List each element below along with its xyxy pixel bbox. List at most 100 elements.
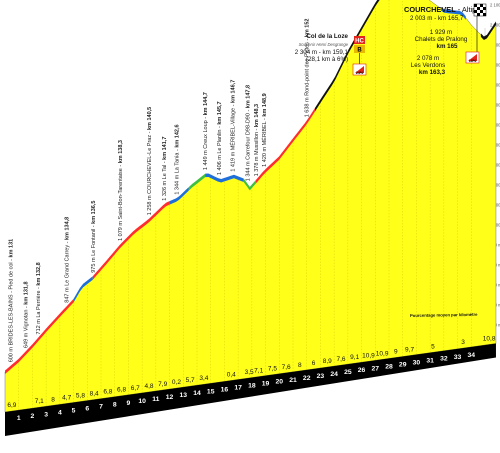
waypoint-place: 1 326 m Le Tal - <box>162 160 168 201</box>
gradient-value: 8 <box>51 396 55 403</box>
waypoint-place: 600 m BRIDES-LES-BAINS - Pied de col - <box>8 257 14 362</box>
verdons-label: 2 078 m Les Verdons km 163,3 <box>411 55 446 76</box>
finish-altitude: 2 003 m - km 165,7 <box>410 15 464 22</box>
gradient-value: 8,4 <box>90 391 99 398</box>
gradient-value: 5,7 <box>186 377 195 384</box>
flag-check <box>474 4 477 7</box>
waypoint-place: 1 449 m Creux Loup - <box>203 115 209 170</box>
gradient-value: 6,8 <box>103 389 112 396</box>
gradient-value: 5,8 <box>76 392 85 399</box>
profile-hatching <box>18 0 472 411</box>
waypoint-label: 1 449 m Creux Loup - km 144,7 <box>203 92 209 170</box>
waypoint-place: 1 420 m MÉRIBEL - <box>261 117 268 167</box>
km-label: 24 <box>330 371 338 378</box>
gradient-value: 0,2 <box>172 379 181 386</box>
finish-suffix: - Altiport <box>456 5 485 14</box>
gradient-value: 10,9 <box>376 350 389 357</box>
waypoint-place: 649 m Vignotan - <box>24 305 30 348</box>
km-label: 23 <box>317 373 325 380</box>
waypoint-label: 1 258 m COURCHEVEL-Le Praz - km 140,5 <box>147 107 153 216</box>
hc-category-badge <box>354 36 365 44</box>
flag-check <box>480 4 483 7</box>
gradient-value: 3 <box>461 339 465 346</box>
pralong-label: 1 929 m Chalets de Pralong km 165 <box>415 29 468 50</box>
km-label: 21 <box>289 377 297 384</box>
km-label: 9 <box>127 400 131 407</box>
kilometre-axis-bar <box>5 343 496 436</box>
gradient-segment <box>169 187 189 205</box>
gradient-value: 6,9 <box>7 402 16 409</box>
gradient-value: 3,4 <box>199 375 208 382</box>
col-steepness-icon <box>355 66 364 73</box>
km-label: 3 <box>44 411 48 418</box>
km-label: 26 <box>358 367 366 374</box>
pralong-name: Chalets de Pralong <box>415 36 468 43</box>
gradient-segment <box>255 108 315 184</box>
pralong-km: km 165 <box>437 43 459 50</box>
waypoint-label: 1 326 m Le Tal - km 141,7 <box>162 137 168 201</box>
waypoint-label: 1 079 m Saint-Bon-Tarentaise - km 138,3 <box>118 140 124 241</box>
bonus-text: B <box>357 48 362 54</box>
waypoint-km: km 131 <box>8 239 14 258</box>
gradient-value: 0,4 <box>227 371 236 378</box>
km-label: 8 <box>113 402 117 409</box>
waypoint-place: 1 344 m Carrefour D98-D90 - <box>246 108 252 181</box>
km-label: 31 <box>426 358 434 365</box>
waypoint-km: km 147,8 <box>246 85 252 108</box>
finish-steepness-value: 18% <box>469 59 477 63</box>
waypoint-km: km 136,5 <box>91 201 97 224</box>
waypoint-km: km 141,7 <box>162 137 168 160</box>
gradient-value: 10,8 <box>483 335 496 342</box>
km-label: 27 <box>372 365 380 372</box>
km-label: 10 <box>138 398 146 405</box>
finish-label: COURCHEVEL - Altiport 2 003 m - km 165,7… <box>404 3 487 64</box>
col-de-la-loze-label: Col de la Loze Souvenir Henri Desgrange … <box>295 33 367 76</box>
waypoint-km: km 140,5 <box>147 107 153 130</box>
gradient-value: 9,7 <box>405 347 414 354</box>
waypoint-place: 847 m Le Grand Carrey - <box>65 240 71 303</box>
flag-check <box>483 7 486 10</box>
waypoint-km: km 145,7 <box>217 101 223 124</box>
col-climb-length: (28,1 km à 6%) <box>306 56 348 63</box>
waypoint-km: km 132,8 <box>36 262 42 285</box>
verdons-km: km 163,3 <box>419 69 446 76</box>
gradient-value: 7,1 <box>254 368 263 375</box>
gradient-value: 9,1 <box>350 354 359 361</box>
waypoint-label: 847 m Le Grand Carrey - km 134,8 <box>65 217 71 303</box>
col-altitude: 2 304 m - km 159,1 <box>295 49 349 56</box>
gradient-value: 7,9 <box>158 381 167 388</box>
waypoint-km: km 142,6 <box>174 124 180 147</box>
gradient-value: 8,9 <box>323 358 332 365</box>
km-label: 32 <box>440 356 448 363</box>
km-label: 17 <box>234 384 242 391</box>
finish-name: COURCHEVEL - Altiport <box>404 5 485 14</box>
km-label: 15 <box>207 388 215 395</box>
finish-town: COURCHEVEL <box>404 5 456 14</box>
km-label: 4 <box>58 409 62 416</box>
waypoint-km: km 138,3 <box>118 140 124 163</box>
gradient-segment <box>5 298 74 374</box>
km-label: 25 <box>344 369 352 376</box>
waypoint-label: 1 406 m Le Planlin - km 145,7 <box>217 101 223 175</box>
waypoint-label: 712 m La Perrière - km 132,8 <box>36 262 42 334</box>
km-label: 13 <box>180 392 188 399</box>
km-label: 7 <box>99 404 103 411</box>
km-label: 18 <box>248 383 256 390</box>
gradient-segment <box>92 201 170 280</box>
waypoint-label: 649 m Vignotan - km 131,8 <box>24 281 30 348</box>
gradient-segment <box>480 21 496 41</box>
km-label: 20 <box>276 379 284 386</box>
gradient-segment <box>441 7 466 20</box>
gradient-values: 6,9 7,1 8 4,7 5,8 8,4 6,8 6,8 6,7 4,8 7,9 0,2 5,7 3,4… <box>7 335 495 409</box>
km-label: 2 <box>31 413 35 420</box>
km-label: 34 <box>468 352 476 359</box>
verdons-altitude: 2 078 m <box>417 55 439 62</box>
waypoint-label: 1 419 m MÉRIBEL-Village - km 146,7 <box>230 80 237 172</box>
waypoint-km: km 146,7 <box>231 80 237 103</box>
gradient-segment <box>73 276 93 303</box>
finish-flag-pattern <box>474 4 486 16</box>
km-label: 28 <box>385 363 393 370</box>
gradient-segment <box>188 173 206 191</box>
flag-check <box>477 13 480 16</box>
waypoint-place: 1 079 m Saint-Bon-Tarentaise - <box>118 163 124 241</box>
